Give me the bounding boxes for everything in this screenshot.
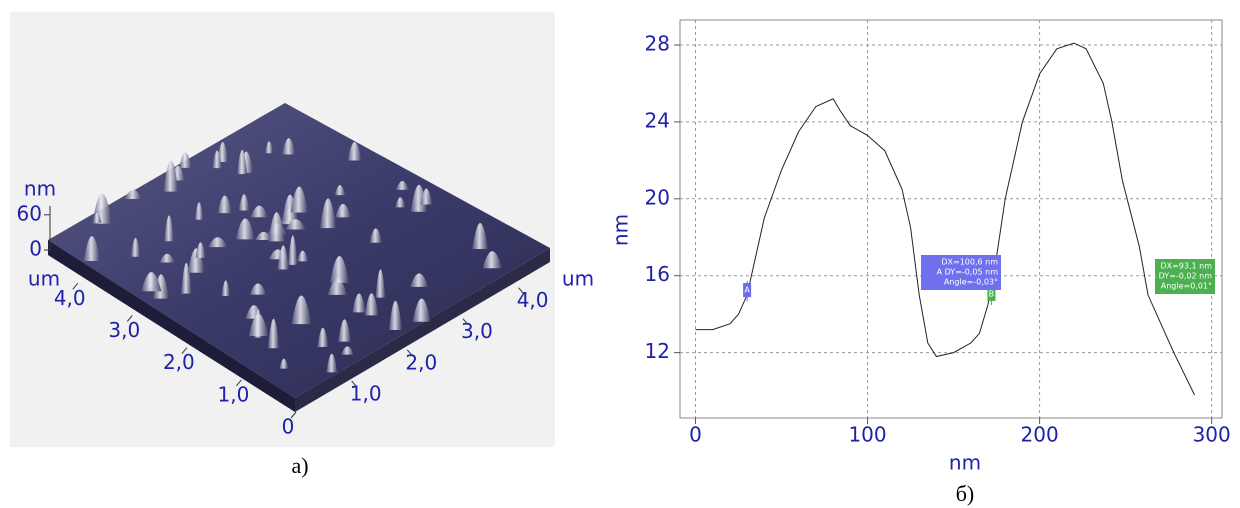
z-tick-label: 0 (29, 237, 42, 261)
x-tick-label: 3,0 (108, 318, 140, 342)
x-tick-label: 300 (1193, 423, 1231, 447)
x-tick-label: 200 (1021, 423, 1059, 447)
readout-text: DX=93,1 nm (1160, 262, 1212, 271)
y-tick-label: 3,0 (461, 319, 493, 343)
y-tick-label: 4,0 (517, 288, 549, 312)
plot-area (680, 20, 1222, 418)
caption: б) (956, 481, 975, 506)
x-axis-label: nm (949, 451, 981, 475)
y-tick-label: 12 (645, 339, 670, 363)
readout-text: DX=100,6 nm (941, 258, 998, 267)
readout-text: B DY=-0,02 nm (1151, 272, 1213, 281)
y-tick-label: 16 (645, 262, 670, 286)
x-tick-label: 2,0 (163, 350, 195, 374)
cursor-label: B (989, 289, 995, 298)
y-tick-label: 1,0 (350, 381, 382, 405)
cursor-label: A (744, 286, 750, 295)
y-tick-label: 20 (645, 185, 670, 209)
y-tick-label: 28 (645, 31, 670, 55)
x-axis-label: um (28, 267, 60, 291)
readout-text: Angle=0,01° (1161, 282, 1212, 291)
readout-text: Angle=-0,03° (944, 278, 998, 287)
x-tick-label: 0 (282, 415, 295, 439)
readout-text: A DY=-0,05 nm (937, 268, 999, 277)
y-tick-label: 2,0 (405, 350, 437, 374)
x-tick-label: 100 (848, 423, 886, 447)
z-tick-label: 60 (17, 201, 42, 225)
y-axis-label: um (562, 267, 594, 291)
z-axis-label: nm (24, 177, 56, 201)
y-axis-label: nm (609, 214, 633, 246)
y-tick-label: 24 (645, 108, 670, 132)
x-tick-label: 1,0 (218, 382, 250, 406)
caption: а) (291, 453, 308, 478)
page: {"chart_data": [ {"type": "surface", "x_… (0, 0, 1240, 508)
x-tick-label: 0 (689, 423, 702, 447)
figure: а) б) 01,02,03,04,01,02,03,04,0060nmumum… (0, 0, 1240, 508)
